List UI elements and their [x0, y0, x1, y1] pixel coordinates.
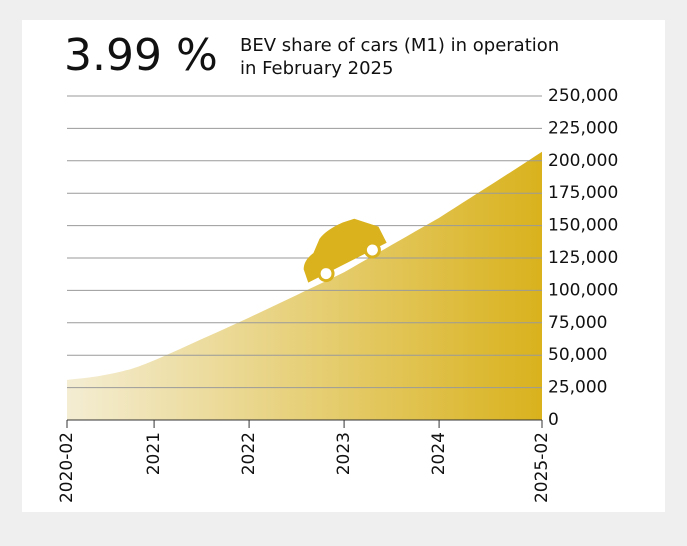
y-tick-label: 150,000 — [548, 216, 618, 236]
x-tick-label: 2025-02 — [532, 432, 552, 503]
x-tick-label: 2024 — [429, 432, 449, 475]
y-tick-label: 200,000 — [548, 151, 618, 171]
y-tick-label: 125,000 — [548, 248, 618, 268]
x-tick-label: 2021 — [144, 432, 164, 475]
card — [22, 20, 665, 512]
y-tick-label: 250,000 — [548, 86, 618, 106]
x-tick-label: 2022 — [239, 432, 259, 475]
headline: 3.99 % — [64, 30, 218, 81]
subtitle: BEV share of cars (M1) in operation — [240, 35, 559, 56]
x-tick-label: 2023 — [334, 432, 354, 475]
y-tick-label: 25,000 — [548, 378, 607, 398]
area-fill — [67, 151, 542, 420]
y-tick-label: 225,000 — [548, 118, 618, 138]
car-icon — [303, 218, 387, 283]
subtitle: in February 2025 — [240, 58, 393, 79]
y-tick-label: 0 — [548, 410, 559, 430]
y-tick-label: 50,000 — [548, 345, 607, 365]
y-tick-label: 175,000 — [548, 183, 618, 203]
y-tick-label: 75,000 — [548, 313, 607, 333]
x-tick-label: 2020-02 — [57, 432, 77, 503]
y-tick-label: 100,000 — [548, 280, 618, 300]
